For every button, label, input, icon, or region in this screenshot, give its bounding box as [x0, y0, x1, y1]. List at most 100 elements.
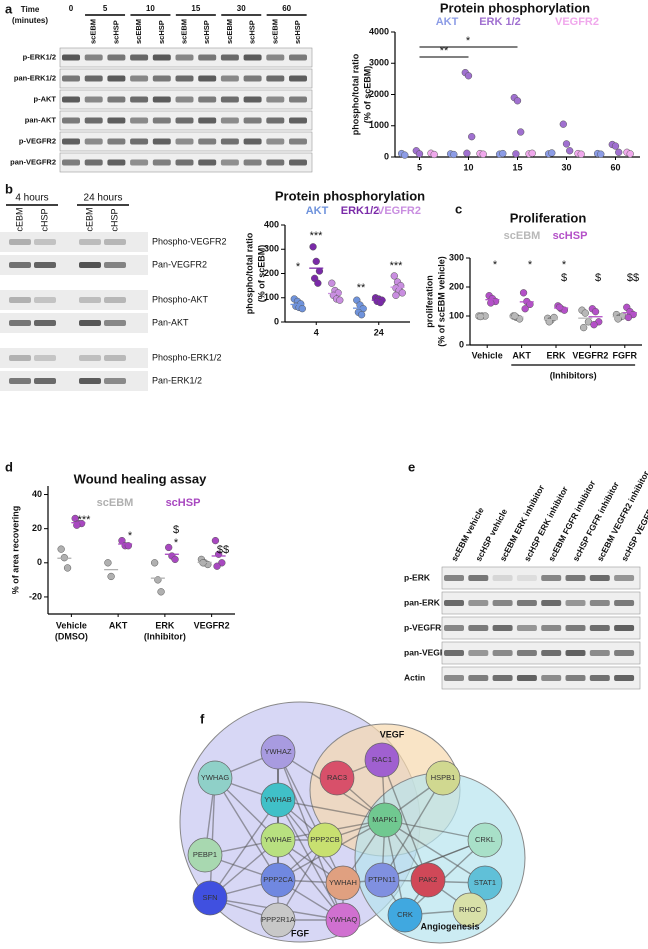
data-point — [548, 149, 556, 157]
blot-band — [492, 625, 513, 631]
y-tick-label: 200 — [264, 268, 279, 278]
blot-band — [198, 138, 217, 145]
node — [307, 822, 343, 858]
blot-band — [541, 575, 562, 581]
blot-band — [175, 117, 194, 124]
blot-band — [104, 297, 126, 303]
node-label: PAK2 — [419, 875, 438, 884]
blot-band — [444, 575, 464, 581]
blot-band — [62, 138, 80, 145]
lane-label: scHSP — [157, 20, 166, 44]
blot-band — [130, 159, 149, 166]
panel-label: b — [5, 181, 13, 196]
node-label: PPP2R1A — [261, 915, 295, 924]
edge — [277, 799, 344, 921]
node-label: RHOC — [459, 905, 482, 914]
data-point — [213, 562, 221, 570]
blot-band — [104, 320, 126, 326]
network: YWHAZ YWHAG YWHAB RAC3 RAC1 HSPB1 MAPK1 PPP2CB Y… — [187, 729, 503, 938]
legend-entry: VEGFR2 — [555, 16, 599, 28]
node-label: YWHAZ — [264, 747, 292, 756]
blot-band — [444, 625, 464, 631]
blot-strip — [441, 591, 641, 615]
annotation: ** — [357, 282, 366, 294]
blot-band — [289, 117, 307, 124]
blot-band — [541, 675, 562, 681]
blot-band — [516, 575, 537, 581]
node-label: RAC1 — [372, 755, 392, 764]
blot-band — [9, 297, 31, 303]
y-tick-label: 400 — [264, 219, 279, 229]
y-tick-label: 0 — [459, 339, 464, 349]
blot-strip — [441, 616, 641, 640]
x-tick-label: 10 — [463, 162, 473, 172]
blot-band — [589, 575, 610, 581]
blot-band — [152, 96, 171, 103]
blot-band — [84, 96, 103, 103]
blot-strip — [0, 290, 148, 310]
data-point — [519, 289, 528, 297]
x-tick-label: Vehicle — [56, 620, 87, 630]
node — [260, 862, 296, 898]
data-point — [151, 559, 159, 567]
legend-entry: scHSP — [166, 497, 201, 509]
time-label: Time — [21, 5, 40, 14]
data-point — [328, 279, 336, 287]
data-point — [479, 150, 487, 158]
data-point — [581, 309, 589, 317]
chart-title: Wound healing assay — [74, 471, 207, 486]
data-point — [468, 133, 476, 141]
blot-strip — [0, 313, 148, 333]
blot-band — [79, 378, 101, 384]
group-label: 4 hours — [15, 193, 48, 204]
data-point — [487, 299, 495, 307]
blot-band — [9, 262, 31, 268]
blot-band — [243, 117, 262, 124]
node — [325, 902, 361, 938]
blot-band — [492, 675, 513, 681]
data-point — [298, 305, 306, 313]
node — [467, 865, 503, 901]
blot-band — [565, 675, 586, 681]
legend-entry: scEBM — [97, 497, 134, 509]
blot-band — [565, 575, 586, 581]
data-point — [517, 128, 525, 136]
blot-band — [198, 54, 217, 61]
y-tick-label: 0 — [274, 316, 279, 326]
x-tick-label: Vehicle — [472, 350, 503, 360]
blot-band — [79, 320, 101, 326]
y-tick-label: 0 — [37, 557, 42, 567]
annotation: * — [562, 259, 567, 271]
blot-band — [266, 117, 285, 124]
lane-label: scEBM — [225, 19, 234, 44]
data-point — [463, 149, 471, 157]
blot-band — [614, 600, 635, 606]
row-label: p-ERK1/2 — [23, 52, 56, 61]
node-label: CRK — [397, 910, 413, 919]
lane-label: scHSP — [202, 20, 211, 44]
blot-band — [289, 75, 307, 82]
blot-band — [220, 96, 239, 103]
blot-band — [220, 159, 239, 166]
lane-label: scEBM — [89, 19, 98, 44]
blot-band — [266, 96, 285, 103]
x-tick-label: AKT — [109, 620, 128, 630]
blot-band — [34, 355, 56, 361]
y-tick-label: 2000 — [369, 89, 389, 99]
row-label: pan-ERK1/2 — [14, 73, 56, 82]
data-point — [165, 543, 173, 552]
blot-band — [198, 117, 217, 124]
data-point — [513, 97, 522, 105]
blot-band — [107, 54, 126, 61]
node — [192, 880, 228, 916]
y-tick-label: 300 — [264, 244, 279, 254]
data-point — [211, 536, 220, 545]
node — [260, 782, 296, 818]
data-point — [107, 572, 115, 581]
annotation: * — [128, 530, 133, 542]
data-point — [154, 576, 162, 584]
node — [260, 822, 296, 858]
annotation: *** — [78, 514, 92, 526]
blot-band — [516, 625, 537, 631]
